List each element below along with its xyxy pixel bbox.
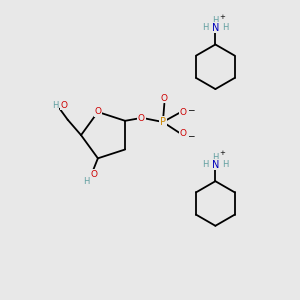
Text: H: H (212, 16, 219, 25)
Text: O: O (180, 108, 187, 117)
Text: H: H (52, 100, 58, 109)
Text: P: P (160, 117, 166, 127)
Text: O: O (161, 94, 168, 103)
Text: O: O (60, 100, 67, 109)
Text: N: N (212, 23, 219, 33)
Text: H: H (202, 160, 209, 169)
Text: O: O (138, 114, 145, 123)
Text: O: O (94, 107, 101, 116)
Text: N: N (212, 160, 219, 170)
Text: O: O (180, 129, 187, 138)
Text: H: H (222, 160, 228, 169)
Text: H: H (83, 177, 89, 186)
Text: −: − (187, 106, 194, 115)
Text: −: − (187, 131, 194, 140)
Text: +: + (219, 14, 225, 20)
Text: H: H (202, 23, 209, 32)
Text: H: H (222, 23, 228, 32)
Text: +: + (219, 150, 225, 156)
Text: H: H (212, 153, 219, 162)
Text: O: O (91, 169, 98, 178)
